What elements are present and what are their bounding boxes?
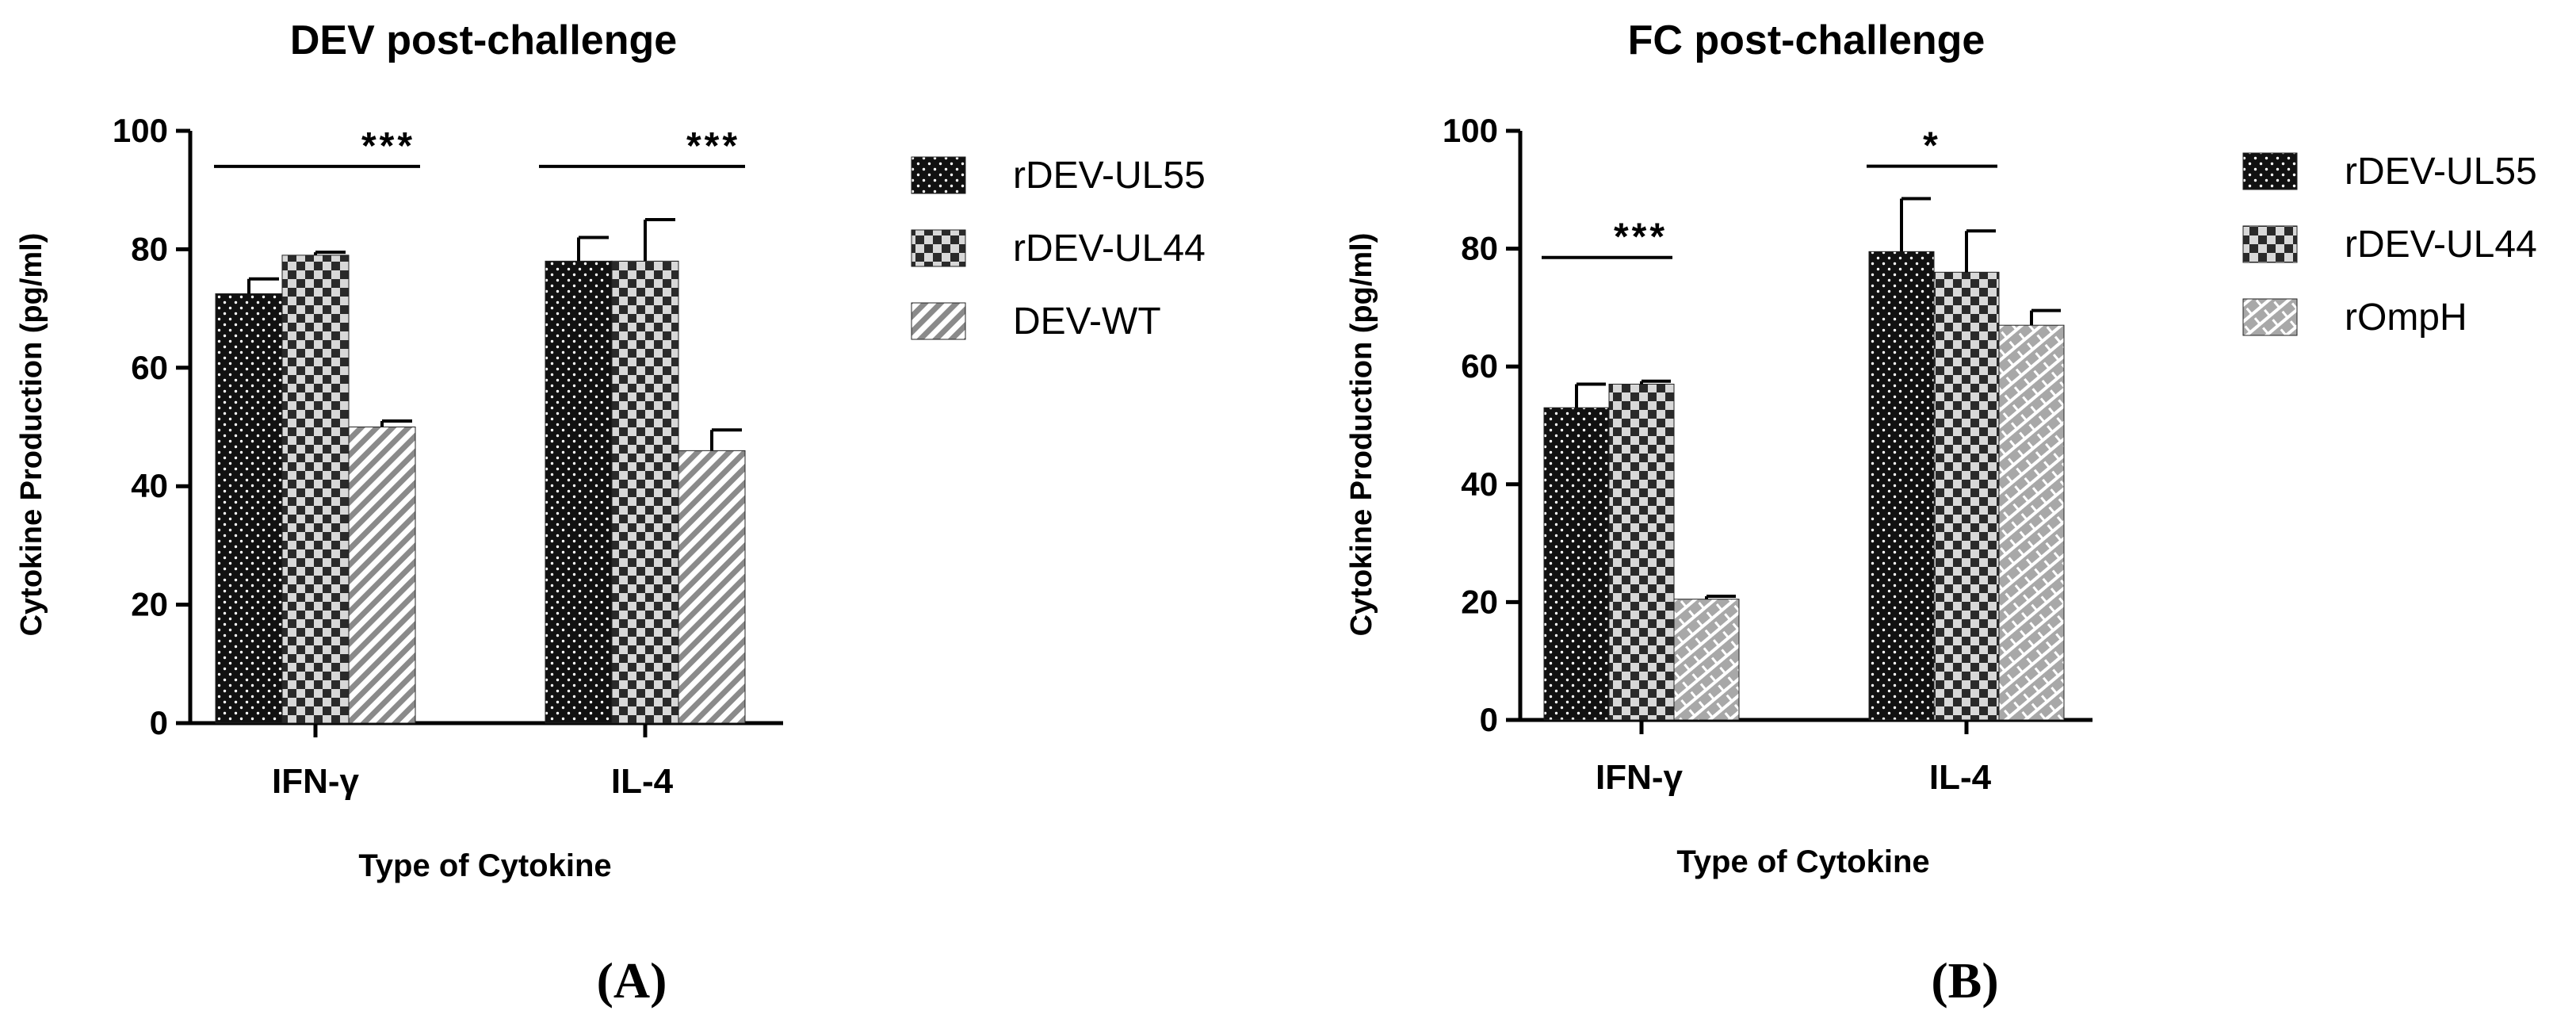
chart-b-legend-swatch bbox=[2242, 225, 2298, 263]
chart-b-panel-label: (B) bbox=[1931, 952, 1998, 1009]
chart-a-y-tick-label: 0 bbox=[150, 704, 168, 741]
chart-b-title: FC post-challenge bbox=[1628, 17, 1986, 63]
chart-a-bar-rdev-ul44-1 bbox=[611, 260, 679, 724]
chart-panel-b: FC post-challenge Cytokine Production (p… bbox=[1345, 17, 2537, 1009]
chart-a-y-tick-label: 20 bbox=[131, 586, 168, 623]
chart-b-y-tick-label: 0 bbox=[1480, 701, 1498, 738]
chart-b-category-label-0: IFN-γ bbox=[1596, 758, 1684, 797]
chart-b-legend-label: rOmpH bbox=[2345, 297, 2467, 339]
chart-a-bar-dev-wt-1 bbox=[678, 450, 746, 724]
chart-a-legend-swatch bbox=[911, 156, 966, 194]
chart-b-legend: rDEV-UL55 rDEV-UL44 rOmpH bbox=[2242, 151, 2537, 339]
chart-b-category-label-1: IL-4 bbox=[1929, 758, 1992, 797]
chart-b-significance-label: *** bbox=[1614, 216, 1668, 258]
chart-a-y-tick-label: 80 bbox=[131, 230, 168, 267]
chart-a-y-tick-label: 60 bbox=[131, 349, 168, 386]
chart-a-y-tick-label: 100 bbox=[113, 112, 168, 149]
chart-a-bar-rdev-ul55-0 bbox=[215, 293, 283, 724]
chart-a-legend-swatch bbox=[911, 229, 966, 267]
chart-b-bar-romph-0 bbox=[1673, 599, 1740, 721]
chart-a-legend-label: rDEV-UL44 bbox=[1013, 228, 1206, 270]
chart-a-y-axis-label: Cytokine Production (pg/ml) bbox=[15, 233, 48, 637]
chart-b-y-tick-label: 80 bbox=[1461, 230, 1498, 267]
chart-b-bar-rdev-ul55-1 bbox=[1868, 251, 1935, 721]
chart-b-x-axis-label: Type of Cytokine bbox=[1676, 844, 1929, 879]
chart-b-legend-label: rDEV-UL55 bbox=[2345, 151, 2537, 193]
chart-a-legend-swatch bbox=[911, 302, 966, 340]
chart-a-category-label-0: IFN-γ bbox=[272, 762, 360, 801]
chart-b-bar-romph-1 bbox=[1998, 324, 2065, 721]
chart-b-significance-label: * bbox=[1923, 125, 1941, 167]
chart-b-legend-swatch bbox=[2242, 298, 2298, 336]
chart-panel-a: DEV post-challenge Cytokine Production (… bbox=[15, 17, 1206, 1009]
chart-a-y-tick-label: 40 bbox=[131, 467, 168, 504]
chart-a-bar-dev-wt-0 bbox=[348, 427, 416, 724]
chart-a-legend-label: DEV-WT bbox=[1013, 301, 1161, 343]
chart-b-bar-rdev-ul44-0 bbox=[1608, 383, 1675, 721]
chart-a-title: DEV post-challenge bbox=[290, 17, 677, 63]
chart-b-y-axis-label: Cytokine Production (pg/ml) bbox=[1345, 233, 1378, 637]
chart-b-y-tick-label: 60 bbox=[1461, 347, 1498, 385]
chart-a-category-label-1: IL-4 bbox=[611, 762, 674, 801]
chart-a-legend-label: rDEV-UL55 bbox=[1013, 155, 1206, 197]
chart-a-legend: rDEV-UL55 rDEV-UL44 DEV-WT bbox=[911, 155, 1206, 343]
chart-b-legend-label: rDEV-UL44 bbox=[2345, 224, 2537, 266]
chart-a-significance-label: *** bbox=[686, 125, 740, 167]
chart-a-panel-label: (A) bbox=[597, 952, 667, 1009]
chart-a-bar-rdev-ul55-1 bbox=[545, 260, 613, 724]
chart-a-x-axis-label: Type of Cytokine bbox=[358, 848, 611, 883]
chart-b-bar-rdev-ul55-0 bbox=[1543, 407, 1610, 721]
chart-b-bar-rdev-ul44-1 bbox=[1933, 271, 2000, 721]
chart-b-y-tick-label: 40 bbox=[1461, 465, 1498, 503]
chart-b-y-tick-label: 100 bbox=[1443, 112, 1498, 149]
chart-a-significance-label: *** bbox=[361, 125, 415, 167]
chart-b-y-tick-label: 20 bbox=[1461, 583, 1498, 620]
chart-b-legend-swatch bbox=[2242, 152, 2298, 190]
chart-a-bar-rdev-ul44-0 bbox=[281, 255, 350, 724]
